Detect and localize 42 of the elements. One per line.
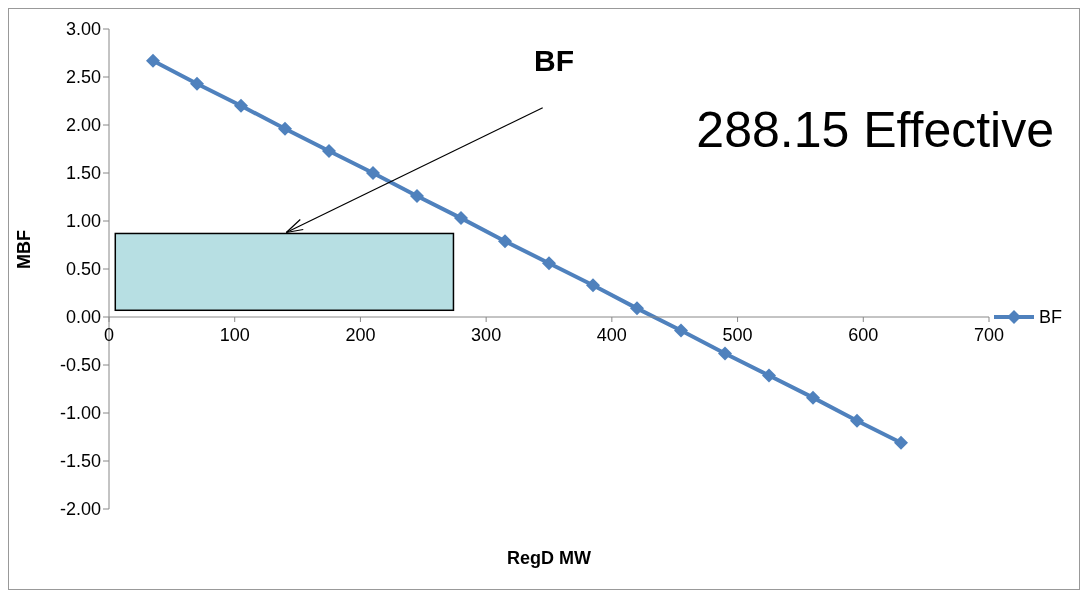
point — [234, 98, 248, 113]
y-tick-label: 0.00 — [65, 307, 101, 328]
point — [762, 368, 776, 383]
y-axis-title: MBF — [14, 230, 35, 269]
y-tick-label: -0.50 — [59, 355, 101, 376]
x-tick-label: 100 — [219, 325, 250, 345]
x-tick-label: 0 — [103, 325, 115, 345]
point — [718, 346, 732, 361]
point — [806, 390, 820, 405]
text: BF — [534, 44, 574, 77]
y-tick-label: 1.00 — [65, 211, 101, 232]
x-tick-label: 300 — [471, 325, 502, 345]
point — [894, 435, 908, 450]
y-tick-label: 3.00 — [65, 19, 101, 40]
point — [190, 76, 204, 91]
legend-label: BF — [1039, 307, 1063, 327]
y-tick-label: -2.00 — [59, 499, 101, 520]
x-axis-title: RegD MW — [507, 548, 591, 568]
x-tick-label: 400 — [596, 325, 627, 345]
y-tick-label: 1.50 — [65, 163, 101, 184]
point — [586, 278, 600, 293]
y-tick-label: 2.00 — [65, 115, 101, 136]
y-tick-label: -1.00 — [59, 403, 101, 424]
point — [410, 189, 424, 204]
y-tick-label: 2.50 — [65, 67, 101, 88]
x-tick-label: 700 — [973, 325, 1005, 345]
point — [850, 413, 864, 428]
x-tick-label: 500 — [722, 325, 753, 345]
point — [630, 301, 644, 316]
x-tick-label: 600 — [848, 325, 879, 345]
x-tick-label: 200 — [345, 325, 376, 345]
point — [542, 256, 556, 271]
point — [674, 323, 688, 338]
y-tick-label: 0.50 — [65, 259, 101, 280]
point — [498, 234, 512, 249]
annotation: 288.15 Effective — [696, 102, 1054, 158]
point — [322, 143, 336, 158]
y-tick-label: -1.50 — [59, 451, 101, 472]
point — [278, 121, 292, 136]
point — [146, 53, 160, 68]
point — [366, 166, 380, 180]
point — [454, 211, 468, 226]
